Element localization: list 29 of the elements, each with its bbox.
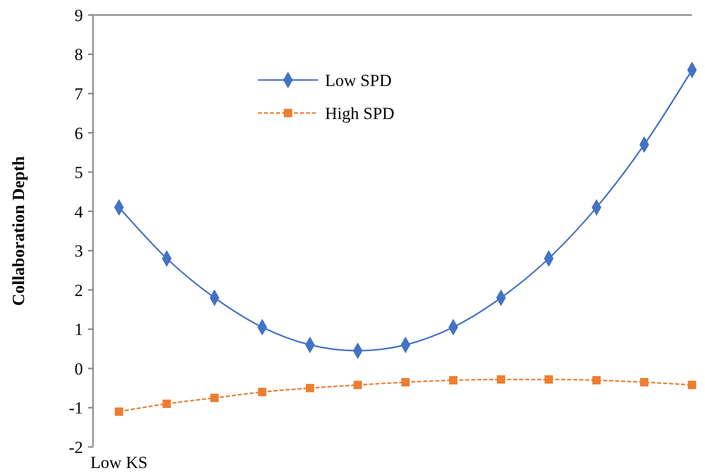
point — [544, 375, 553, 384]
point — [354, 380, 362, 390]
point — [592, 376, 601, 384]
point — [688, 380, 696, 390]
point — [210, 394, 219, 402]
y-tick-label: 8 — [74, 45, 83, 64]
y-tick-label: 5 — [74, 163, 83, 182]
point — [306, 384, 314, 392]
point — [401, 378, 410, 386]
point — [640, 378, 648, 386]
legend-label: Low SPD — [325, 70, 392, 90]
point — [449, 376, 458, 384]
point — [162, 400, 171, 408]
x-tick-label: Low KS — [90, 453, 148, 472]
point — [258, 388, 266, 396]
y-tick-label: -2 — [68, 438, 83, 457]
legend-label: High SPD — [325, 104, 394, 123]
y-tick-label: 7 — [74, 84, 84, 104]
y-tick-label: 2 — [74, 280, 83, 300]
point — [114, 407, 124, 416]
y-axis-title: Collaboration Depth — [9, 156, 28, 306]
y-tick-label: 4 — [74, 202, 84, 222]
y-tick-label: 3 — [74, 242, 83, 261]
point — [496, 375, 506, 384]
y-tick-label: 6 — [74, 124, 83, 143]
y-tick-label: 9 — [74, 6, 83, 25]
y-tick-label: 0 — [74, 359, 83, 378]
y-tick-label: -1 — [68, 398, 83, 418]
y-tick-label: 1 — [74, 320, 83, 340]
